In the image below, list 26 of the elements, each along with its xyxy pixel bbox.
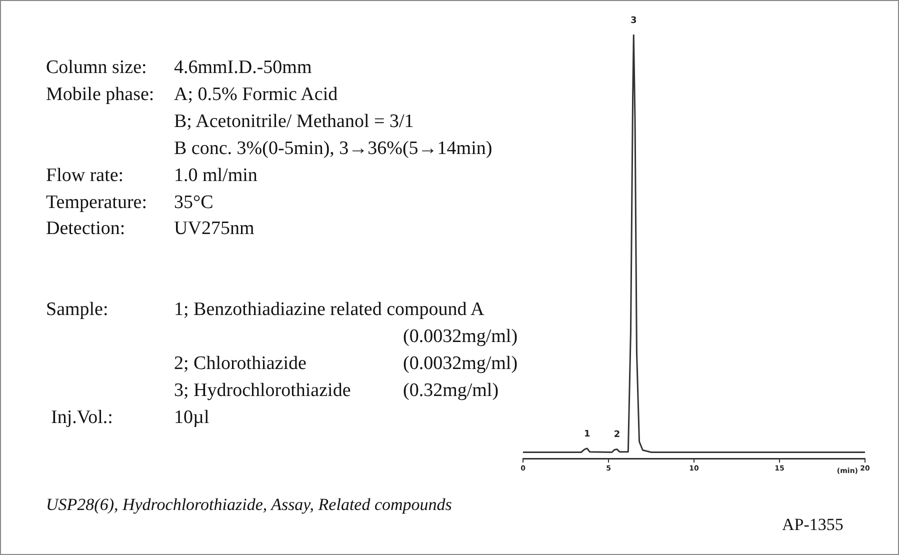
annotation: 1 [584,429,590,440]
text: 1; Benzothiadiazine related compound A [174,299,484,322]
text: (0.32mg/ml) [403,380,499,402]
text: (0.0032mg/ml) [403,326,518,348]
text: 10µl [174,406,210,429]
text: 35°C [174,192,214,214]
text: USP28(6), Hydrochlorothiazide, Assay, Related compounds [46,494,452,516]
text: Temperature: [46,192,148,214]
text: Mobile phase: [46,84,154,106]
text: 4.6mmI.D.-50mm [174,57,312,79]
text: 1.0 ml/min [174,164,258,187]
text: 2; Chlorothiazide [174,352,306,375]
text: (0.0032mg/ml) [403,352,518,375]
text: Sample: [46,299,108,322]
text: AP-1355 [782,514,844,536]
text: B; Acetonitrile/ Methanol = 3/1 [174,110,414,133]
text: Inj.Vol.: [51,406,113,429]
text: 3; Hydrochlorothiazide [174,380,351,402]
text: B conc. 3%(0-5min), 3→36%(5→14min) [174,138,492,160]
text: Flow rate: [46,164,124,187]
text: A; 0.5% Formic Acid [174,84,338,106]
text: Detection: [46,218,126,240]
annotation: 3 [630,16,637,26]
annotation: 2 [614,430,620,440]
text: UV275nm [174,218,254,240]
text: Column size: [46,57,147,79]
